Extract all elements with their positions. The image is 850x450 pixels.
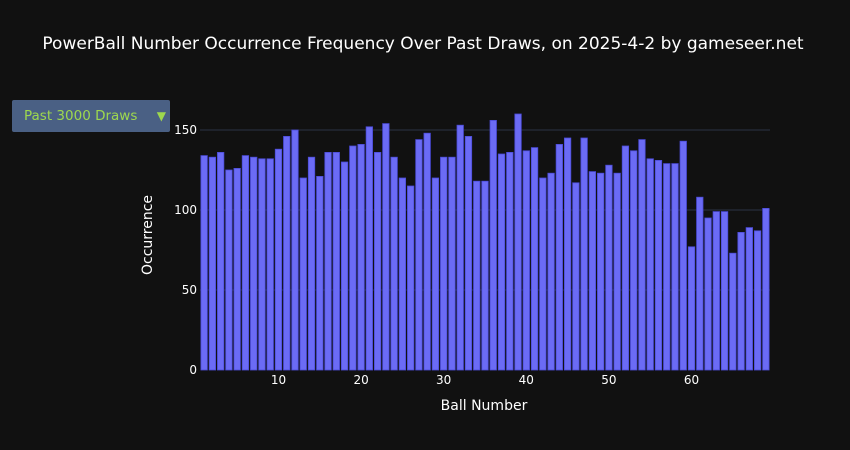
- bar-ball-1[interactable]: [200, 155, 208, 371]
- bar-ball-66[interactable]: [737, 231, 745, 371]
- bar-ball-68[interactable]: [753, 230, 762, 371]
- bar-ball-19[interactable]: [349, 145, 357, 371]
- bar-ball-27[interactable]: [415, 139, 423, 371]
- bar-ball-38[interactable]: [506, 151, 514, 371]
- y-tick-label: 50: [182, 283, 197, 297]
- tick-labels: 0 50 100 150 10 20 30 40 50 60: [174, 123, 699, 387]
- y-tick-label: 0: [189, 363, 197, 377]
- y-tick-label: 150: [174, 123, 197, 137]
- bar-ball-2[interactable]: [208, 156, 217, 371]
- bar-ball-32[interactable]: [456, 124, 464, 371]
- bar-ball-15[interactable]: [316, 175, 324, 371]
- bar-ball-53[interactable]: [630, 150, 638, 371]
- x-tick-label: 60: [684, 373, 699, 387]
- bar-ball-61[interactable]: [696, 196, 704, 371]
- bar-ball-6[interactable]: [241, 155, 250, 371]
- bar-ball-50[interactable]: [605, 164, 613, 371]
- chart-title: PowerBall Number Occurrence Frequency Ov…: [42, 34, 804, 54]
- y-tick-label: 100: [174, 203, 197, 217]
- draw-range-selected-label: Past 3000 Draws: [24, 108, 138, 124]
- bar-ball-3[interactable]: [217, 151, 225, 371]
- bar-ball-12[interactable]: [291, 129, 299, 371]
- bar-ball-41[interactable]: [530, 147, 539, 371]
- bar-ball-13[interactable]: [299, 177, 307, 371]
- bar-ball-55[interactable]: [646, 158, 654, 371]
- bar-ball-14[interactable]: [307, 156, 316, 371]
- bar-ball-51[interactable]: [613, 172, 621, 371]
- bar-ball-39[interactable]: [514, 113, 522, 371]
- chevron-down-icon: ▼: [156, 109, 166, 123]
- bar-ball-10[interactable]: [274, 148, 283, 371]
- bar-ball-28[interactable]: [423, 132, 431, 371]
- bar-ball-37[interactable]: [497, 153, 506, 371]
- x-tick-label: 40: [519, 373, 534, 387]
- bar-ball-9[interactable]: [266, 158, 274, 371]
- bar-ball-7[interactable]: [250, 156, 258, 371]
- bar-ball-31[interactable]: [448, 156, 456, 371]
- bar-ball-24[interactable]: [390, 156, 398, 371]
- bar-ball-65[interactable]: [729, 252, 737, 371]
- bar-ball-4[interactable]: [225, 169, 233, 371]
- bar-ball-21[interactable]: [365, 126, 373, 371]
- bar-ball-64[interactable]: [720, 211, 729, 371]
- bar-ball-45[interactable]: [563, 137, 572, 371]
- bar-ball-30[interactable]: [440, 156, 448, 371]
- bar-ball-29[interactable]: [431, 177, 440, 371]
- x-axis-label: Ball Number: [441, 398, 528, 414]
- bar-ball-36[interactable]: [489, 120, 497, 371]
- bar-ball-49[interactable]: [597, 172, 605, 371]
- bars: [200, 113, 770, 371]
- bar-ball-17[interactable]: [332, 151, 340, 371]
- x-tick-label: 20: [353, 373, 368, 387]
- bar-ball-34[interactable]: [473, 180, 481, 371]
- bar-ball-69[interactable]: [762, 207, 770, 371]
- bar-ball-35[interactable]: [481, 180, 489, 371]
- bar-ball-59[interactable]: [679, 140, 687, 371]
- bar-ball-26[interactable]: [407, 185, 415, 371]
- bar-ball-8[interactable]: [258, 158, 266, 371]
- bar-ball-44[interactable]: [555, 143, 563, 371]
- bar-ball-33[interactable]: [464, 135, 473, 371]
- bar-ball-18[interactable]: [340, 161, 349, 371]
- x-tick-label: 50: [601, 373, 616, 387]
- bar-ball-48[interactable]: [588, 171, 597, 371]
- bar-ball-11[interactable]: [283, 135, 291, 371]
- bar-ball-5[interactable]: [233, 167, 241, 371]
- bar-ball-43[interactable]: [547, 172, 555, 371]
- bar-ball-57[interactable]: [663, 163, 671, 371]
- x-tick-label: 30: [436, 373, 451, 387]
- bar-ball-60[interactable]: [687, 246, 696, 371]
- x-tick-label: 10: [271, 373, 286, 387]
- bar-ball-23[interactable]: [382, 123, 390, 371]
- bar-ball-22[interactable]: [373, 151, 382, 371]
- bar-ball-20[interactable]: [357, 143, 365, 371]
- bar-ball-25[interactable]: [398, 177, 407, 371]
- y-axis-label: Occurrence: [140, 195, 156, 275]
- bar-ball-42[interactable]: [539, 177, 547, 371]
- bar-ball-52[interactable]: [621, 145, 630, 371]
- draw-range-dropdown[interactable]: Past 3000 Draws ▼: [12, 100, 170, 132]
- bar-ball-47[interactable]: [580, 137, 588, 371]
- bar-ball-58[interactable]: [671, 163, 679, 371]
- bar-ball-67[interactable]: [745, 227, 753, 371]
- bar-ball-16[interactable]: [324, 151, 332, 371]
- bar-ball-46[interactable]: [572, 182, 580, 371]
- bar-ball-56[interactable]: [654, 159, 663, 371]
- bar-ball-40[interactable]: [522, 150, 530, 371]
- bar-ball-62[interactable]: [704, 217, 712, 371]
- bar-ball-63[interactable]: [712, 211, 720, 371]
- bar-ball-54[interactable]: [638, 139, 646, 371]
